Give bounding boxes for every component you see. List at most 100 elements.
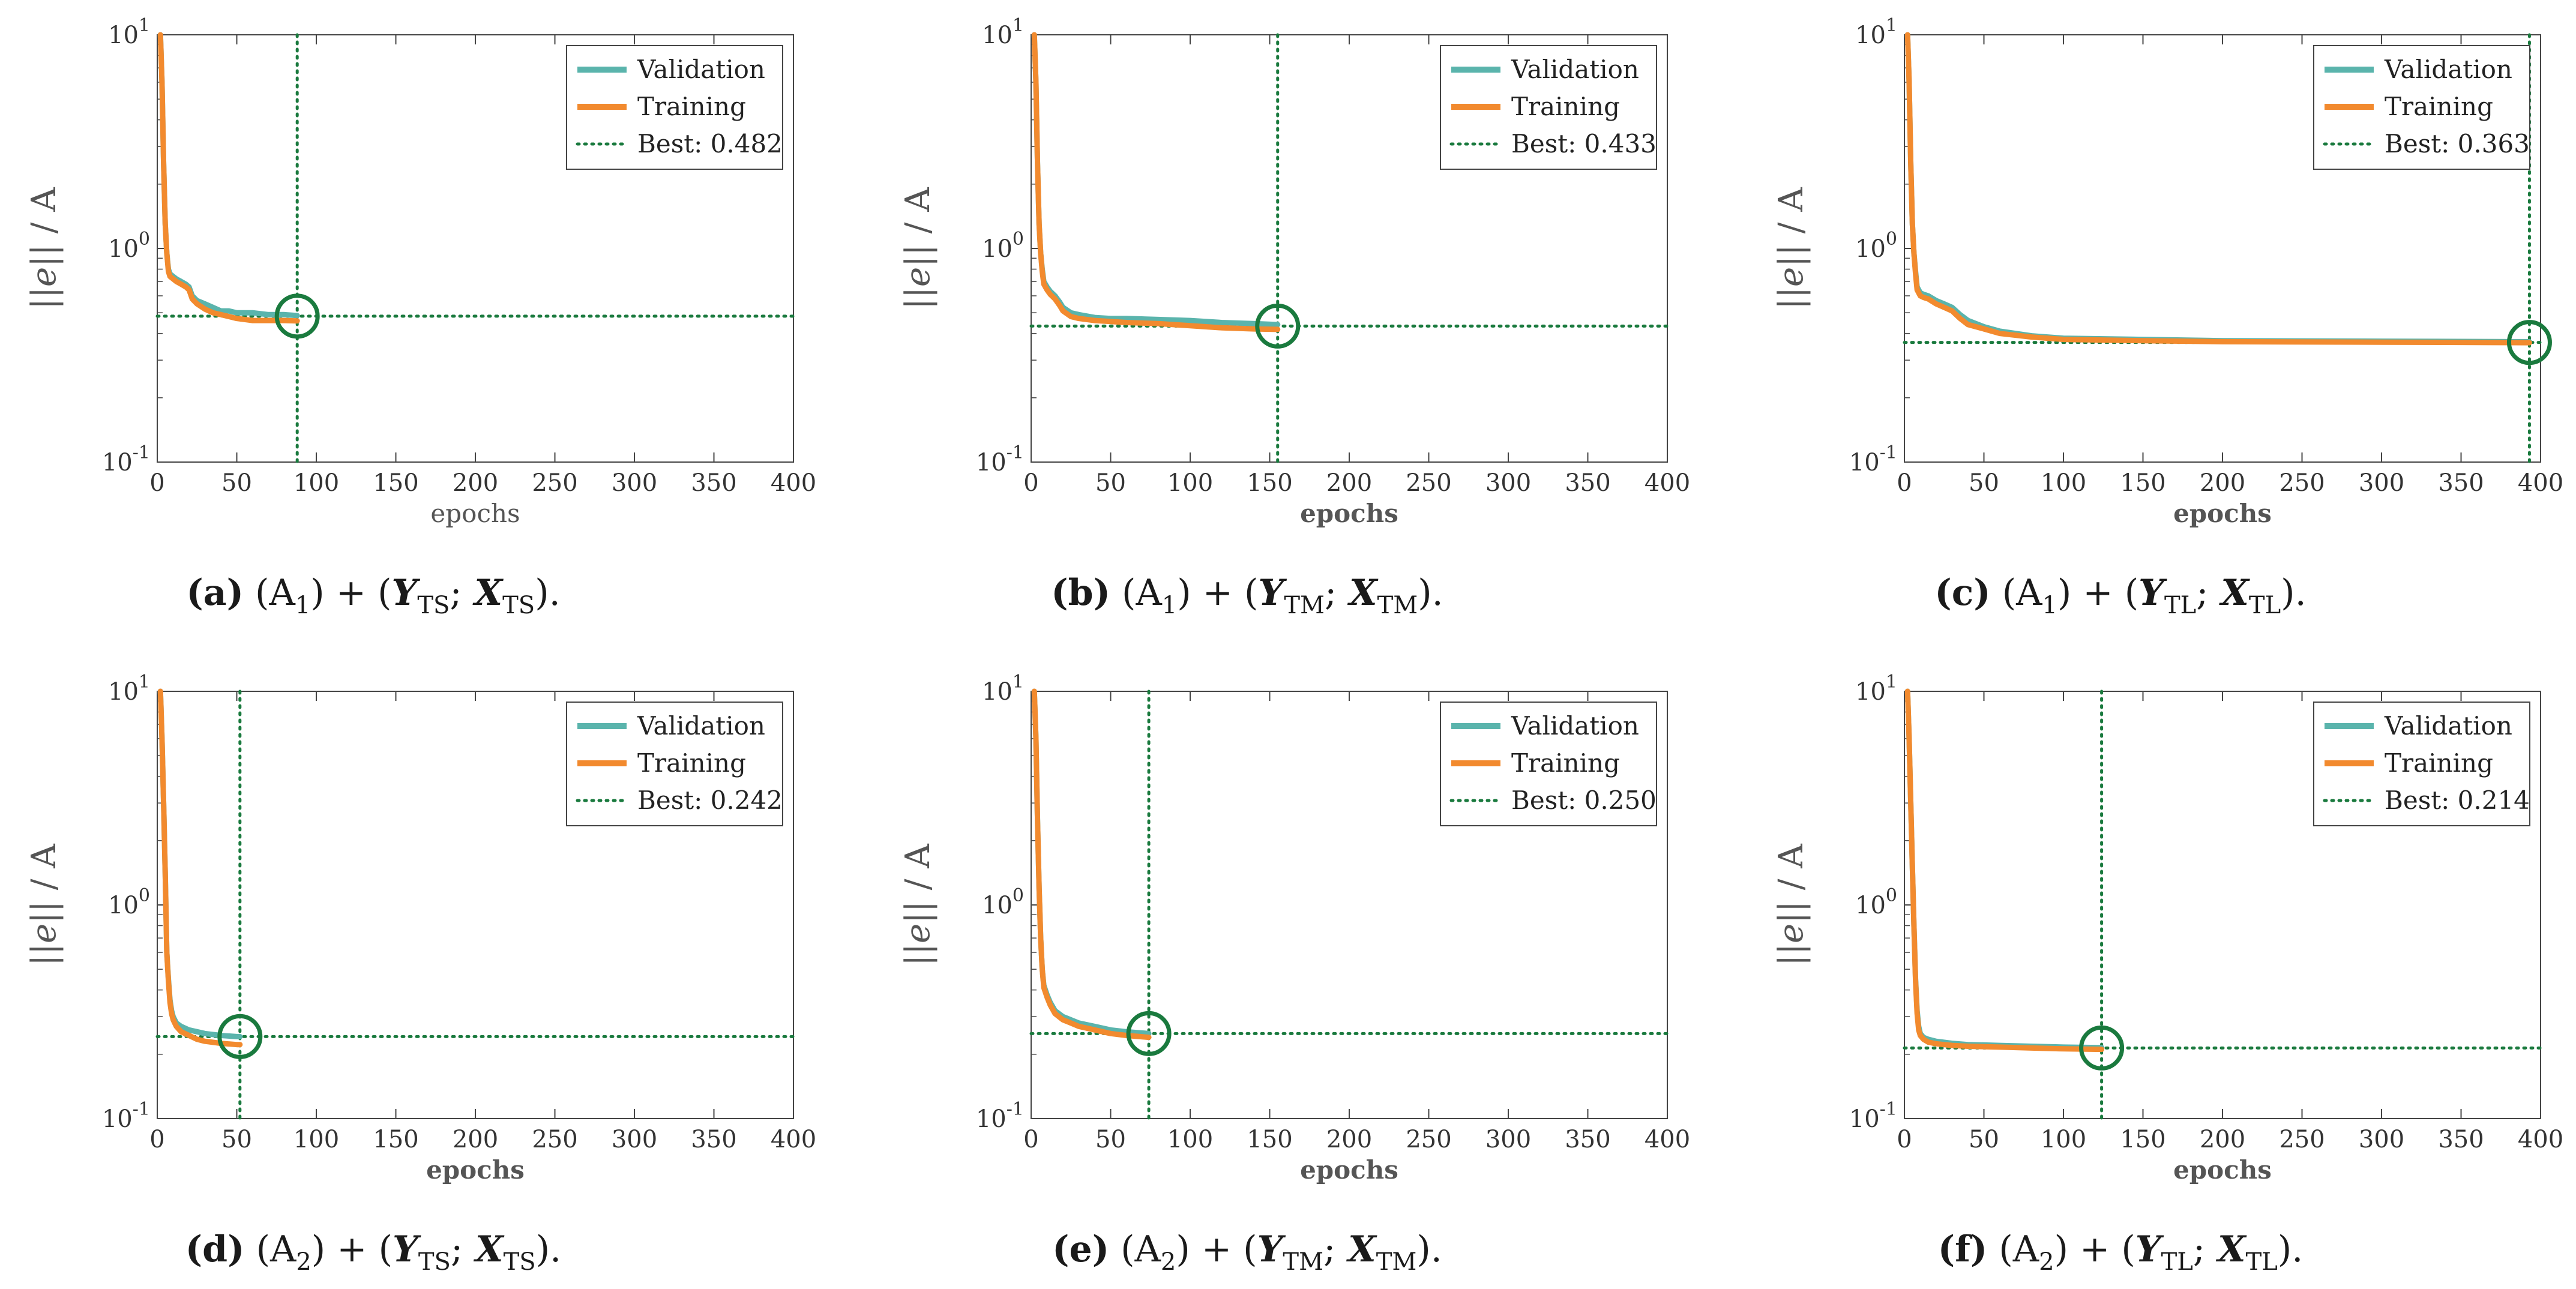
caption-end: ). xyxy=(2281,572,2306,614)
x-tick-label: 150 xyxy=(373,1126,418,1153)
y-label-e: e xyxy=(25,267,64,287)
y-tick-base: 10 xyxy=(976,1105,1007,1133)
x-tick-label: 50 xyxy=(1095,1126,1126,1153)
x-tick-label: 0 xyxy=(1897,1126,1912,1153)
y-label-e: e xyxy=(1772,924,1811,943)
caption-y: Y xyxy=(1258,572,1287,614)
caption-y-sub: TM xyxy=(1284,592,1325,619)
x-tick-label: 300 xyxy=(2359,1126,2404,1153)
caption-end: ). xyxy=(2278,1228,2303,1270)
legend-label: Best: 0.433 xyxy=(1511,129,1657,158)
legend-label: Validation xyxy=(637,711,765,741)
x-tick-label: 400 xyxy=(2518,1126,2563,1153)
caption-model: (A xyxy=(244,572,295,614)
x-tick-label: 200 xyxy=(2200,469,2245,497)
y-tick-base: 10 xyxy=(108,892,139,919)
legend-label: Validation xyxy=(1511,711,1639,741)
y-tick-exponent: 1 xyxy=(1886,15,1897,36)
y-label-e: e xyxy=(898,267,937,287)
y-label-norm-open: || xyxy=(898,287,937,310)
x-tick-label: 50 xyxy=(1969,1126,1999,1153)
y-tick-label: 101 xyxy=(108,15,150,49)
legend-label: Validation xyxy=(1511,55,1639,84)
y-tick-exponent: 1 xyxy=(139,672,150,693)
y-label-e: e xyxy=(25,924,64,943)
series-training xyxy=(1904,32,2532,346)
y-tick-label: 10-1 xyxy=(102,1099,150,1133)
x-axis-label: epochs xyxy=(426,1155,525,1185)
y-tick-label: 101 xyxy=(982,15,1024,49)
caption-x-sub: TL xyxy=(2249,592,2281,619)
best-marker-circle xyxy=(217,1014,263,1059)
y-label-norm-open: || xyxy=(25,943,64,966)
x-tick-label: 250 xyxy=(532,1126,577,1153)
y-tick-exponent: -1 xyxy=(133,442,150,463)
x-tick-label: 300 xyxy=(612,469,657,497)
x-axis-label: epochs xyxy=(2173,499,2272,528)
x-tick-label: 100 xyxy=(2041,1126,2086,1153)
caption-y-sub: TM xyxy=(1283,1248,1323,1276)
caption-model: (A xyxy=(1110,572,1162,614)
y-label-unit: || / A xyxy=(898,844,937,924)
x-tick-label: 350 xyxy=(1565,1126,1610,1153)
y-label-e: e xyxy=(1772,267,1811,287)
y-label-unit: || / A xyxy=(25,844,64,924)
y-tick-base: 10 xyxy=(102,1105,133,1133)
caption-end: ). xyxy=(1418,572,1443,614)
caption: (c) (A1) + (YTL; XTL). xyxy=(1934,572,2306,619)
legend-label: Validation xyxy=(2384,711,2512,741)
x-tick-label: 200 xyxy=(453,1126,498,1153)
caption-plus: ) + ( xyxy=(2057,572,2138,614)
x-axis-label: epochs xyxy=(1300,1155,1398,1185)
y-tick-label: 100 xyxy=(108,229,150,263)
x-tick-label: 150 xyxy=(2120,469,2165,497)
y-tick-label: 10-1 xyxy=(1849,442,1897,476)
caption-tag: (b) xyxy=(1051,572,1110,614)
series-validation xyxy=(157,688,243,1039)
caption-x: X xyxy=(463,1228,505,1270)
y-tick-base: 10 xyxy=(1855,892,1886,919)
legend-label: Best: 0.242 xyxy=(637,786,783,815)
y-tick-exponent: -1 xyxy=(133,1099,150,1120)
series-validation xyxy=(1904,688,2105,1051)
caption-semi: ; xyxy=(451,1228,463,1270)
caption-tag: (a) xyxy=(186,572,244,614)
caption-model-sub: 2 xyxy=(1161,1248,1176,1276)
y-tick-base: 10 xyxy=(976,449,1007,476)
x-axis-label: epochs xyxy=(430,499,520,528)
x-tick-label: 400 xyxy=(1645,469,1690,497)
y-tick-label: 100 xyxy=(982,229,1024,263)
series-training xyxy=(1031,32,1281,332)
legend-label: Training xyxy=(1511,748,1620,778)
caption-semi: ; xyxy=(2193,1228,2205,1270)
caption-end: ). xyxy=(535,572,560,614)
caption-y-sub: TL xyxy=(2161,1248,2193,1276)
y-tick-exponent: 1 xyxy=(1013,672,1024,693)
x-axis-label: epochs xyxy=(2173,1155,2272,1185)
y-tick-label: 10-1 xyxy=(102,442,150,476)
y-tick-exponent: 1 xyxy=(1013,15,1024,36)
y-tick-label: 100 xyxy=(1855,229,1897,263)
caption-y: Y xyxy=(393,1228,421,1270)
caption-tag: (c) xyxy=(1934,572,1990,614)
y-tick-exponent: -1 xyxy=(1007,1099,1024,1120)
y-tick-exponent: 0 xyxy=(139,885,150,906)
x-tick-label: 50 xyxy=(221,1126,252,1153)
y-tick-exponent: 0 xyxy=(1013,885,1024,906)
caption-x-sub: TM xyxy=(1377,592,1418,619)
y-tick-label: 101 xyxy=(1855,15,1897,49)
y-tick-base: 10 xyxy=(1855,678,1886,706)
series-training xyxy=(157,32,300,324)
y-tick-base: 10 xyxy=(982,235,1013,263)
y-tick-exponent: 0 xyxy=(1886,885,1897,906)
x-tick-label: 150 xyxy=(2120,1126,2165,1153)
y-label-unit: || / A xyxy=(898,187,937,267)
best-marker-circle xyxy=(1255,303,1301,349)
caption-semi: ; xyxy=(450,572,462,614)
y-label-unit: || / A xyxy=(25,187,64,267)
x-tick-label: 350 xyxy=(691,469,736,497)
x-tick-label: 100 xyxy=(293,469,339,497)
